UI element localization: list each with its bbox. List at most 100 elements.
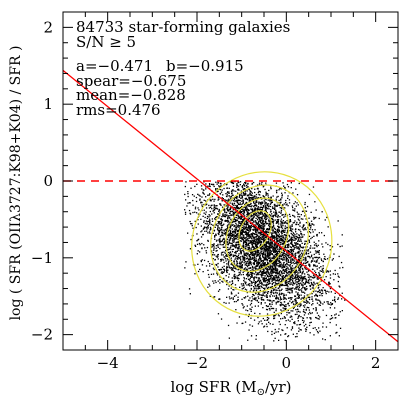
scatter-point — [256, 235, 258, 237]
scatter-point — [231, 238, 234, 240]
scatter-point — [285, 270, 287, 273]
scatter-point — [280, 225, 283, 227]
scatter-point — [282, 243, 284, 245]
scatter-point — [299, 277, 302, 279]
scatter-point — [221, 244, 223, 246]
scatter-point — [334, 298, 336, 300]
scatter-point — [302, 225, 304, 227]
scatter-point — [285, 274, 287, 276]
scatter-point — [229, 251, 232, 253]
scatter-point — [303, 314, 306, 316]
scatter-point — [287, 195, 289, 197]
scatter-point — [268, 197, 270, 199]
scatter-point — [234, 234, 237, 237]
scatter-point — [198, 209, 200, 211]
scatter-point — [215, 181, 217, 183]
scatter-point — [264, 207, 266, 209]
scatter-point — [246, 221, 248, 223]
scatter-point — [250, 206, 252, 208]
scatter-point — [227, 324, 230, 327]
scatter-point — [247, 274, 249, 277]
scatter-point — [328, 281, 330, 283]
scatter-point — [299, 225, 301, 227]
scatter-point — [266, 252, 268, 254]
scatter-point — [284, 228, 286, 230]
scatter-point — [265, 218, 267, 220]
scatter-point — [267, 242, 269, 244]
scatter-point — [300, 233, 302, 235]
scatter-point — [239, 211, 241, 213]
scatter-point — [270, 276, 272, 278]
scatter-point — [253, 262, 255, 264]
scatter-point — [257, 283, 259, 286]
scatter-point — [220, 218, 222, 220]
scatter-point — [245, 197, 247, 199]
scatter-point — [310, 255, 313, 258]
scatter-point — [223, 237, 225, 240]
scatter-point — [266, 284, 268, 286]
scatter-point — [292, 269, 294, 272]
scatter-point — [311, 283, 313, 286]
scatter-point — [261, 271, 264, 273]
scatter-point — [238, 262, 240, 265]
scatter-point — [256, 265, 258, 267]
scatter-point — [210, 228, 212, 230]
scatter-point — [248, 188, 250, 191]
scatter-point — [206, 230, 208, 232]
scatter-point — [265, 239, 267, 241]
scatter-point — [306, 302, 308, 304]
scatter-point — [249, 225, 251, 227]
scatter-point — [208, 223, 210, 225]
scatter-point — [225, 200, 227, 202]
scatter-point — [292, 222, 294, 224]
scatter-point — [254, 208, 256, 210]
scatter-point — [251, 197, 253, 199]
scatter-point — [258, 214, 260, 217]
scatter-point — [297, 305, 299, 307]
scatter-point — [294, 266, 296, 269]
scatter-point — [271, 274, 273, 277]
scatter-point — [322, 292, 324, 294]
scatter-point — [266, 233, 269, 236]
scatter-point — [238, 221, 240, 223]
scatter-point — [244, 244, 247, 246]
scatter-point — [258, 231, 260, 234]
scatter-point — [329, 274, 332, 276]
scatter-point — [260, 274, 262, 276]
scatter-point — [247, 233, 249, 235]
scatter-point — [245, 226, 247, 229]
scatter-point — [292, 284, 294, 286]
scatter-point — [230, 291, 233, 293]
scatter-point — [246, 235, 248, 238]
scatter-point — [241, 298, 243, 300]
scatter-point — [217, 255, 219, 258]
scatter-point — [261, 323, 263, 325]
scatter-point — [288, 240, 290, 242]
scatter-point — [274, 278, 276, 280]
scatter-point — [249, 222, 252, 225]
scatter-point — [317, 332, 319, 334]
scatter-point — [309, 251, 312, 253]
scatter-point — [260, 226, 262, 228]
scatter-point — [292, 310, 294, 312]
scatter-point — [228, 191, 230, 193]
scatter-point — [230, 230, 232, 232]
scatter-point — [298, 257, 300, 259]
scatter-point — [236, 219, 239, 221]
scatter-point — [313, 216, 315, 218]
scatter-point — [211, 246, 213, 248]
scatter-point — [238, 216, 241, 219]
scatter-point — [250, 276, 252, 278]
scatter-point — [303, 215, 306, 217]
scatter-point — [247, 210, 249, 212]
scatter-point — [295, 302, 297, 305]
scatter-point — [297, 273, 299, 275]
scatter-point — [298, 259, 301, 261]
scatter-point — [269, 247, 271, 250]
scatter-point — [213, 254, 216, 256]
scatter-point — [338, 285, 340, 287]
scatter-point — [248, 234, 250, 236]
scatter-point — [296, 221, 298, 224]
scatter-point — [251, 211, 254, 213]
scatter-point — [301, 255, 304, 257]
